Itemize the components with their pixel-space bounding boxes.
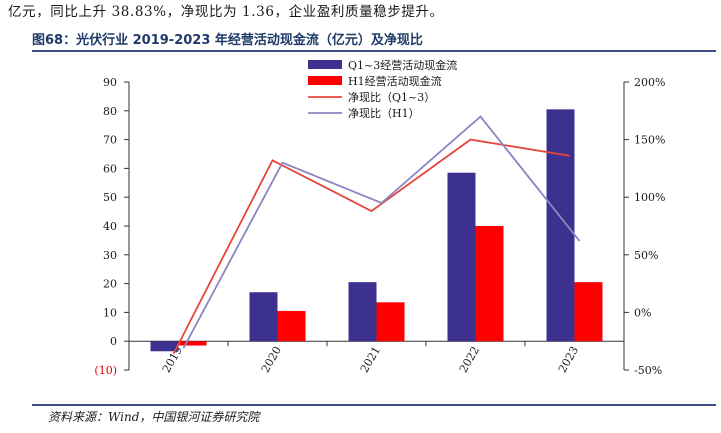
- right-axis-tick-label: 150%: [634, 134, 665, 147]
- left-axis-tick-label: 90: [103, 76, 117, 89]
- q1-cash-flow-bar: [447, 172, 476, 342]
- left-axis-tick-label: 20: [103, 278, 117, 291]
- left-axis-tick-label: 0: [110, 335, 117, 348]
- left-axis-tick-label: 30: [103, 249, 117, 262]
- left-axis-tick-label: (10): [94, 364, 117, 377]
- q1-cash-flow-bar: [546, 109, 575, 342]
- left-axis-tick-label: 40: [103, 220, 117, 233]
- chart-bars: [150, 109, 603, 352]
- legend-label: 净现比（H1）: [348, 106, 420, 120]
- q1-cash-flow-bar: [150, 341, 179, 352]
- h1-cash-flow-bar: [574, 282, 603, 342]
- q1-cash-flow-bar: [348, 282, 377, 342]
- chart-lines: [172, 115, 581, 355]
- legend-label: 净现比（Q1~3）: [348, 90, 435, 104]
- chart-axes: (10) 0 10 20 30 40 50 60 70 80 90 -50% 0% 50% 100% 150%…: [94, 76, 665, 377]
- category-label: 2020: [259, 344, 284, 375]
- source-note: 资料来源：Wind，中国银河证券研究院: [48, 410, 260, 424]
- h1-cash-flow-bar: [277, 310, 306, 342]
- left-axis-tick-label: 70: [103, 134, 117, 147]
- legend-swatch: [308, 60, 342, 69]
- left-axis-tick-label: 10: [103, 306, 117, 319]
- right-axis-tick-label: 100%: [634, 191, 665, 204]
- title-rule: [32, 50, 716, 52]
- left-axis-tick-label: 80: [103, 105, 117, 118]
- left-axis-tick-label: 50: [103, 191, 117, 204]
- q1-cash-flow-bar: [249, 292, 278, 342]
- right-axis-tick-label: 200%: [634, 76, 665, 89]
- legend-label: H1经营活动现金流: [348, 74, 442, 88]
- category-label: 2021: [358, 344, 383, 375]
- h1-cash-flow-bar: [178, 341, 207, 346]
- category-label: 2022: [457, 344, 482, 375]
- left-axis-tick-label: 60: [103, 162, 117, 175]
- right-axis-tick-label: -50%: [634, 364, 662, 377]
- intro-text: 亿元，同比上升 38.83%，净现比为 1.36，企业盈利质量稳步提升。: [8, 4, 444, 20]
- h1-cash-flow-bar: [475, 226, 504, 342]
- category-label: 2023: [556, 344, 581, 375]
- legend-swatch: [308, 76, 342, 85]
- right-axis-tick-label: 0%: [634, 306, 651, 319]
- h1-cash-flow-bar: [376, 302, 405, 342]
- h1-net-cash-ratio-line: [182, 115, 581, 349]
- source-rule: [32, 404, 716, 406]
- figure-title: 图68：光伏行业 2019-2023 年经营活动现金流（亿元）及净现比: [32, 33, 423, 48]
- right-axis-tick-label: 50%: [634, 249, 658, 262]
- legend-label: Q1~3经营活动现金流: [348, 58, 457, 72]
